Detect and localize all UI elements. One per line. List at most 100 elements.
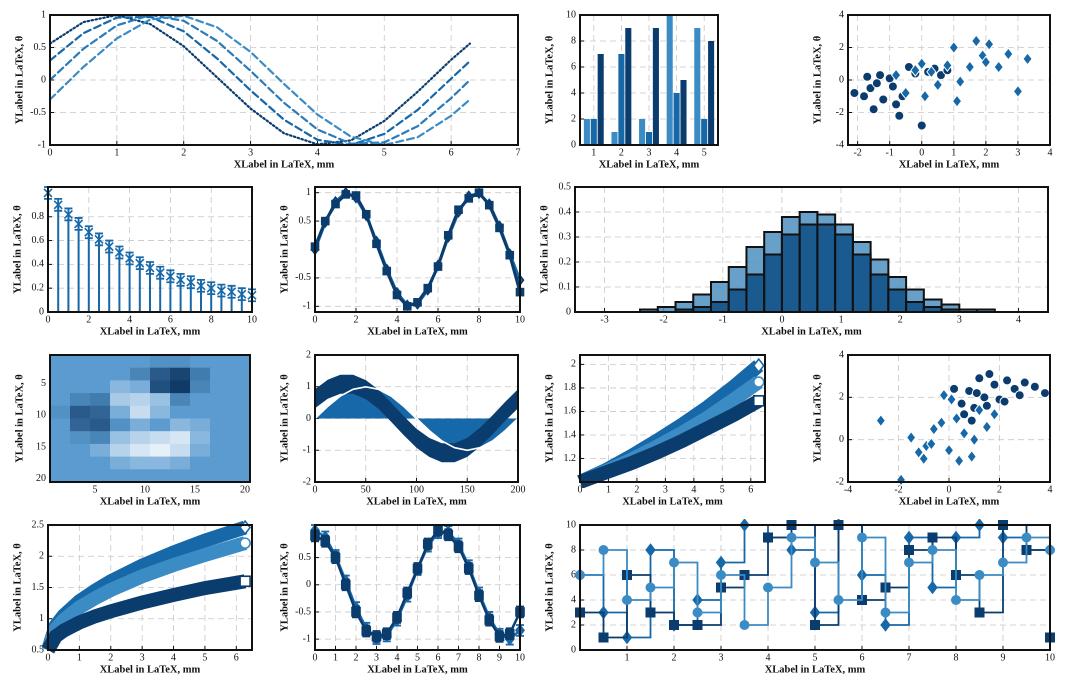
x-tick-label: 6 bbox=[748, 484, 753, 495]
heat-cell bbox=[150, 367, 171, 381]
x-tick-label: 4 bbox=[395, 652, 400, 663]
x-tick-label: 2 bbox=[181, 147, 186, 158]
bar bbox=[583, 119, 590, 145]
y-tick-label: -2 bbox=[303, 476, 311, 487]
heat-cell bbox=[110, 355, 131, 369]
x-tick-label: 1 bbox=[591, 147, 596, 158]
marker bbox=[964, 60, 975, 74]
heat-cell bbox=[170, 380, 191, 394]
marker bbox=[966, 449, 977, 464]
heat-cell bbox=[150, 418, 171, 432]
x-tick-label: 4 bbox=[395, 314, 400, 325]
marker bbox=[862, 71, 873, 82]
plot-data bbox=[574, 519, 1056, 645]
y-axis-label: YLabel in LaTeX, θ bbox=[539, 205, 550, 294]
marker bbox=[887, 81, 898, 92]
marker bbox=[320, 536, 331, 547]
plot-data bbox=[577, 357, 765, 488]
heat-cell bbox=[90, 380, 111, 394]
marker bbox=[786, 532, 797, 543]
heat-cell bbox=[150, 456, 171, 470]
heat-cell bbox=[70, 367, 91, 381]
marker bbox=[320, 216, 330, 226]
y-tick-label: 4 bbox=[839, 9, 844, 20]
marker bbox=[504, 628, 515, 639]
heat-cell bbox=[150, 405, 171, 419]
marker bbox=[433, 262, 443, 271]
marker bbox=[913, 445, 924, 460]
marker bbox=[351, 191, 361, 200]
heat-cell bbox=[90, 367, 111, 381]
heat-cell bbox=[50, 380, 71, 394]
marker bbox=[983, 37, 995, 51]
marker bbox=[752, 376, 765, 388]
x-axis-label: XLabel in LaTeX, mm bbox=[100, 326, 201, 337]
y-tick-label: 0 bbox=[571, 644, 576, 655]
line bbox=[314, 385, 519, 452]
heat-cell bbox=[150, 431, 171, 445]
heat-cell bbox=[90, 355, 111, 369]
plot-data bbox=[309, 523, 526, 646]
heat-cell bbox=[50, 355, 71, 369]
x-tick-label: 2 bbox=[354, 652, 359, 663]
x-tick-label: 3 bbox=[663, 484, 668, 495]
marker bbox=[125, 253, 135, 264]
marker bbox=[984, 369, 995, 380]
marker bbox=[668, 619, 679, 630]
x-tick-label: 3 bbox=[647, 147, 652, 158]
marker bbox=[895, 473, 907, 487]
marker bbox=[1012, 84, 1024, 99]
y-tick-label: 1.2 bbox=[564, 453, 577, 464]
x-tick-label: -3 bbox=[600, 314, 608, 325]
x-tick-label: 9 bbox=[1001, 652, 1006, 663]
marker bbox=[371, 631, 382, 642]
heat-cell bbox=[210, 469, 231, 483]
marker bbox=[752, 357, 765, 374]
line bbox=[48, 13, 471, 145]
x-tick-label: 1 bbox=[839, 314, 844, 325]
heat-cell bbox=[50, 367, 71, 381]
x-tick-label: 0 bbox=[46, 314, 51, 325]
marker bbox=[927, 544, 938, 555]
y-tick-label: 0.4 bbox=[559, 206, 572, 217]
x-tick-label: 7 bbox=[516, 147, 521, 158]
marker bbox=[454, 205, 463, 215]
marker bbox=[926, 437, 937, 451]
x-tick-label: 7 bbox=[456, 652, 461, 663]
marker bbox=[971, 388, 982, 399]
bar bbox=[673, 93, 680, 145]
y-axis-label: YLabel in LaTeX, θ bbox=[279, 374, 290, 463]
heat-cell bbox=[110, 431, 131, 445]
y-tick-label: 1 bbox=[41, 9, 46, 20]
heat-cell bbox=[70, 355, 91, 369]
x-tick-label: 0 bbox=[578, 484, 583, 495]
y-tick-label: -1 bbox=[303, 633, 311, 644]
panel: -3 -2 -1 0 1 2 3 4 0 0.1 0.2 0.3 0.4 0.5 XLabel in LaT… bbox=[539, 181, 1049, 337]
marker bbox=[63, 209, 73, 220]
y-tick-label: 2 bbox=[571, 113, 576, 124]
marker bbox=[372, 239, 381, 249]
x-tick-label: 0 bbox=[313, 484, 318, 495]
heat-cell bbox=[130, 393, 151, 407]
histogram-bar bbox=[709, 301, 730, 313]
x-axis-label: XLabel in LaTeX, mm bbox=[367, 664, 468, 675]
heat-cell bbox=[70, 443, 91, 458]
y-tick-label: 2 bbox=[571, 619, 576, 630]
line bbox=[577, 394, 763, 488]
marker bbox=[464, 194, 474, 203]
marker bbox=[392, 612, 402, 623]
x-tick-label: 0 bbox=[48, 147, 53, 158]
y-tick-label: 0.5 bbox=[299, 552, 312, 563]
y-tick-label: 6 bbox=[571, 61, 576, 72]
heat-cell bbox=[130, 431, 151, 445]
marker bbox=[1029, 381, 1040, 392]
y-tick-label: 0 bbox=[839, 434, 844, 445]
x-tick-label: 3 bbox=[248, 147, 253, 158]
y-tick-label: 10 bbox=[566, 9, 576, 20]
y-axis-label: YLabel in LaTeX, θ bbox=[544, 374, 555, 463]
x-tick-label: 8 bbox=[477, 652, 482, 663]
bar bbox=[625, 28, 632, 145]
x-tick-label: 4 bbox=[766, 652, 771, 663]
